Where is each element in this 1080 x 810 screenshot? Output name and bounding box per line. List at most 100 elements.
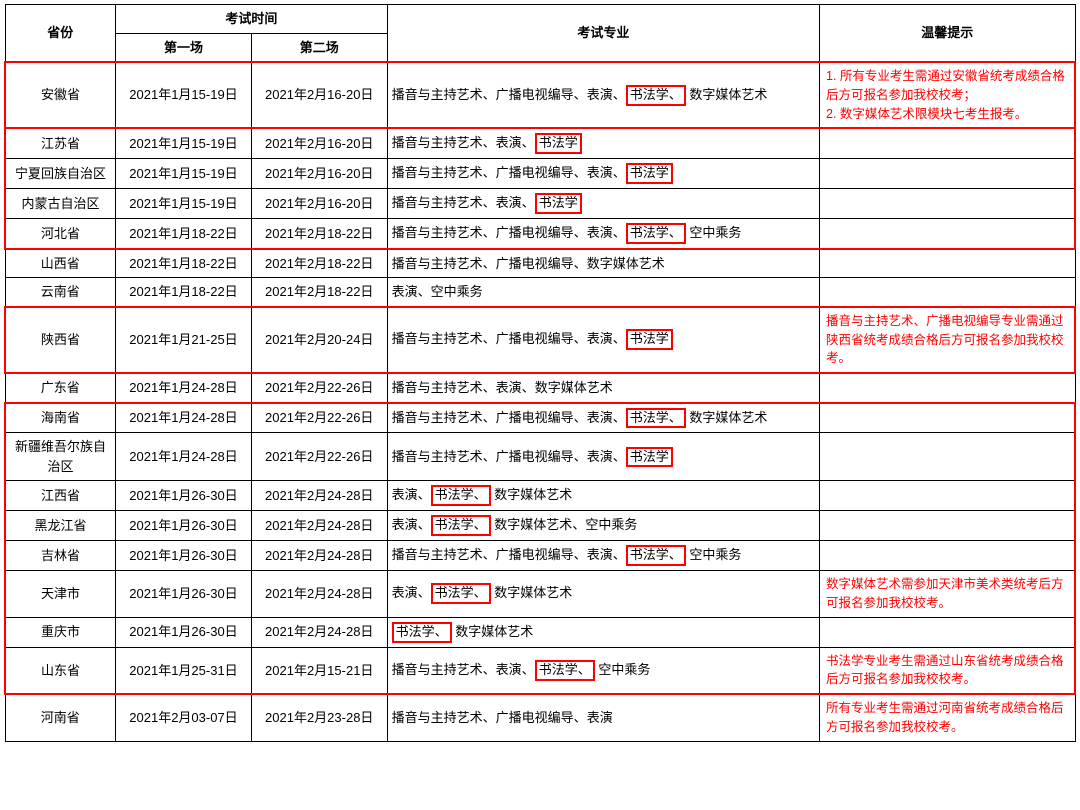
cell-date2: 2021年2月18-22日 [251,218,387,248]
cell-date2: 2021年2月24-28日 [251,541,387,571]
cell-majors: 表演、书法学、 数字媒体艺术、空中乘务 [387,511,819,541]
cell-majors: 播音与主持艺术、表演、书法学、 空中乘务 [387,647,819,694]
cell-date1: 2021年1月26-30日 [116,481,252,511]
cell-province: 江苏省 [5,128,116,158]
highlight-major: 书法学、 [431,583,491,604]
table-row: 江西省2021年1月26-30日2021年2月24-28日表演、书法学、 数字媒… [5,481,1075,511]
cell-date2: 2021年2月23-28日 [251,694,387,741]
th-exam-time: 考试时间 [116,5,388,34]
th-major: 考试专业 [387,5,819,63]
cell-date2: 2021年2月16-20日 [251,189,387,219]
cell-province: 新疆维吾尔族自治区 [5,433,116,481]
table-header: 省份 考试时间 考试专业 温馨提示 第一场 第二场 [5,5,1075,63]
cell-province: 河北省 [5,218,116,248]
cell-province: 重庆市 [5,617,116,647]
cell-date2: 2021年2月16-20日 [251,159,387,189]
highlight-major: 书法学、 [431,485,491,506]
cell-date1: 2021年1月24-28日 [116,433,252,481]
table-row: 内蒙古自治区2021年1月15-19日2021年2月16-20日播音与主持艺术、… [5,189,1075,219]
cell-majors: 书法学、 数字媒体艺术 [387,617,819,647]
table-row: 陕西省2021年1月21-25日2021年2月20-24日播音与主持艺术、广播电… [5,307,1075,373]
th-tip: 温馨提示 [820,5,1075,63]
th-session1: 第一场 [116,33,252,62]
cell-tip: 所有专业考生需通过河南省统考成绩合格后方可报名参加我校校考。 [820,694,1075,741]
cell-date2: 2021年2月16-20日 [251,62,387,128]
cell-province: 广东省 [5,373,116,403]
cell-majors: 表演、书法学、 数字媒体艺术 [387,481,819,511]
cell-majors: 表演、书法学、 数字媒体艺术 [387,571,819,618]
cell-province: 天津市 [5,571,116,618]
cell-majors: 表演、空中乘务 [387,278,819,307]
cell-tip [820,278,1075,307]
cell-tip [820,218,1075,248]
table-row: 海南省2021年1月24-28日2021年2月22-26日播音与主持艺术、广播电… [5,403,1075,433]
table-row: 云南省2021年1月18-22日2021年2月18-22日表演、空中乘务 [5,278,1075,307]
cell-tip [820,373,1075,403]
cell-tip [820,403,1075,433]
cell-date2: 2021年2月24-28日 [251,617,387,647]
table-row: 江苏省2021年1月15-19日2021年2月16-20日播音与主持艺术、表演、… [5,128,1075,158]
th-session2: 第二场 [251,33,387,62]
cell-date1: 2021年1月26-30日 [116,541,252,571]
cell-tip: 数字媒体艺术需参加天津市美术类统考后方可报名参加我校校考。 [820,571,1075,618]
cell-province: 安徽省 [5,62,116,128]
table-row: 广东省2021年1月24-28日2021年2月22-26日播音与主持艺术、表演、… [5,373,1075,403]
highlight-major: 书法学 [535,133,582,154]
cell-date1: 2021年1月15-19日 [116,189,252,219]
cell-date2: 2021年2月22-26日 [251,433,387,481]
cell-date2: 2021年2月16-20日 [251,128,387,158]
cell-tip [820,249,1075,278]
table-row: 吉林省2021年1月26-30日2021年2月24-28日播音与主持艺术、广播电… [5,541,1075,571]
exam-schedule-table: 省份 考试时间 考试专业 温馨提示 第一场 第二场 安徽省 2021年1月15-1… [4,4,1076,742]
cell-tip [820,159,1075,189]
cell-majors: 播音与主持艺术、广播电视编导、表演、书法学 [387,159,819,189]
cell-province: 黑龙江省 [5,511,116,541]
table-row: 新疆维吾尔族自治区2021年1月24-28日2021年2月22-26日播音与主持… [5,433,1075,481]
cell-date1: 2021年2月03-07日 [116,694,252,741]
cell-province: 吉林省 [5,541,116,571]
cell-date1: 2021年1月24-28日 [116,373,252,403]
highlight-major: 书法学、 [626,85,686,106]
highlight-major: 书法学 [626,329,673,350]
cell-date2: 2021年2月24-28日 [251,571,387,618]
cell-date2: 2021年2月22-26日 [251,373,387,403]
table-row: 黑龙江省2021年1月26-30日2021年2月24-28日表演、书法学、 数字… [5,511,1075,541]
table-row: 天津市2021年1月26-30日2021年2月24-28日表演、书法学、 数字媒… [5,571,1075,618]
cell-date1: 2021年1月18-22日 [116,218,252,248]
cell-province: 河南省 [5,694,116,741]
cell-province: 山西省 [5,249,116,278]
highlight-major: 书法学 [535,193,582,214]
cell-tip: 播音与主持艺术、广播电视编导专业需通过陕西省统考成绩合格后方可报名参加我校校考。 [820,307,1075,373]
cell-tip: 书法学专业考生需通过山东省统考成绩合格后方可报名参加我校校考。 [820,647,1075,694]
table-row: 宁夏回族自治区2021年1月15-19日2021年2月16-20日播音与主持艺术… [5,159,1075,189]
cell-majors: 播音与主持艺术、广播电视编导、表演、书法学、 数字媒体艺术 [387,403,819,433]
cell-date2: 2021年2月20-24日 [251,307,387,373]
table-row: 河北省2021年1月18-22日2021年2月18-22日播音与主持艺术、广播电… [5,218,1075,248]
table-body: 安徽省2021年1月15-19日2021年2月16-20日播音与主持艺术、广播电… [5,62,1075,741]
cell-date2: 2021年2月24-28日 [251,481,387,511]
cell-province: 宁夏回族自治区 [5,159,116,189]
highlight-major: 书法学、 [431,515,491,536]
cell-date1: 2021年1月26-30日 [116,511,252,541]
table-row: 山东省2021年1月25-31日2021年2月15-21日播音与主持艺术、表演、… [5,647,1075,694]
cell-majors: 播音与主持艺术、广播电视编导、数字媒体艺术 [387,249,819,278]
cell-tip [820,128,1075,158]
cell-date2: 2021年2月24-28日 [251,511,387,541]
cell-date2: 2021年2月15-21日 [251,647,387,694]
cell-tip [820,617,1075,647]
cell-tip: 1. 所有专业考生需通过安徽省统考成绩合格后方可报名参加我校校考；2. 数字媒体… [820,62,1075,128]
cell-tip [820,541,1075,571]
highlight-major: 书法学、 [626,408,686,429]
cell-province: 云南省 [5,278,116,307]
highlight-major: 书法学、 [392,622,452,643]
cell-date2: 2021年2月18-22日 [251,249,387,278]
cell-majors: 播音与主持艺术、表演、书法学 [387,189,819,219]
cell-province: 内蒙古自治区 [5,189,116,219]
cell-date2: 2021年2月22-26日 [251,403,387,433]
cell-province: 陕西省 [5,307,116,373]
highlight-major: 书法学、 [626,545,686,566]
cell-majors: 播音与主持艺术、广播电视编导、表演、书法学、 数字媒体艺术 [387,62,819,128]
cell-majors: 播音与主持艺术、广播电视编导、表演、书法学 [387,433,819,481]
cell-majors: 播音与主持艺术、表演、书法学 [387,128,819,158]
cell-date2: 2021年2月18-22日 [251,278,387,307]
